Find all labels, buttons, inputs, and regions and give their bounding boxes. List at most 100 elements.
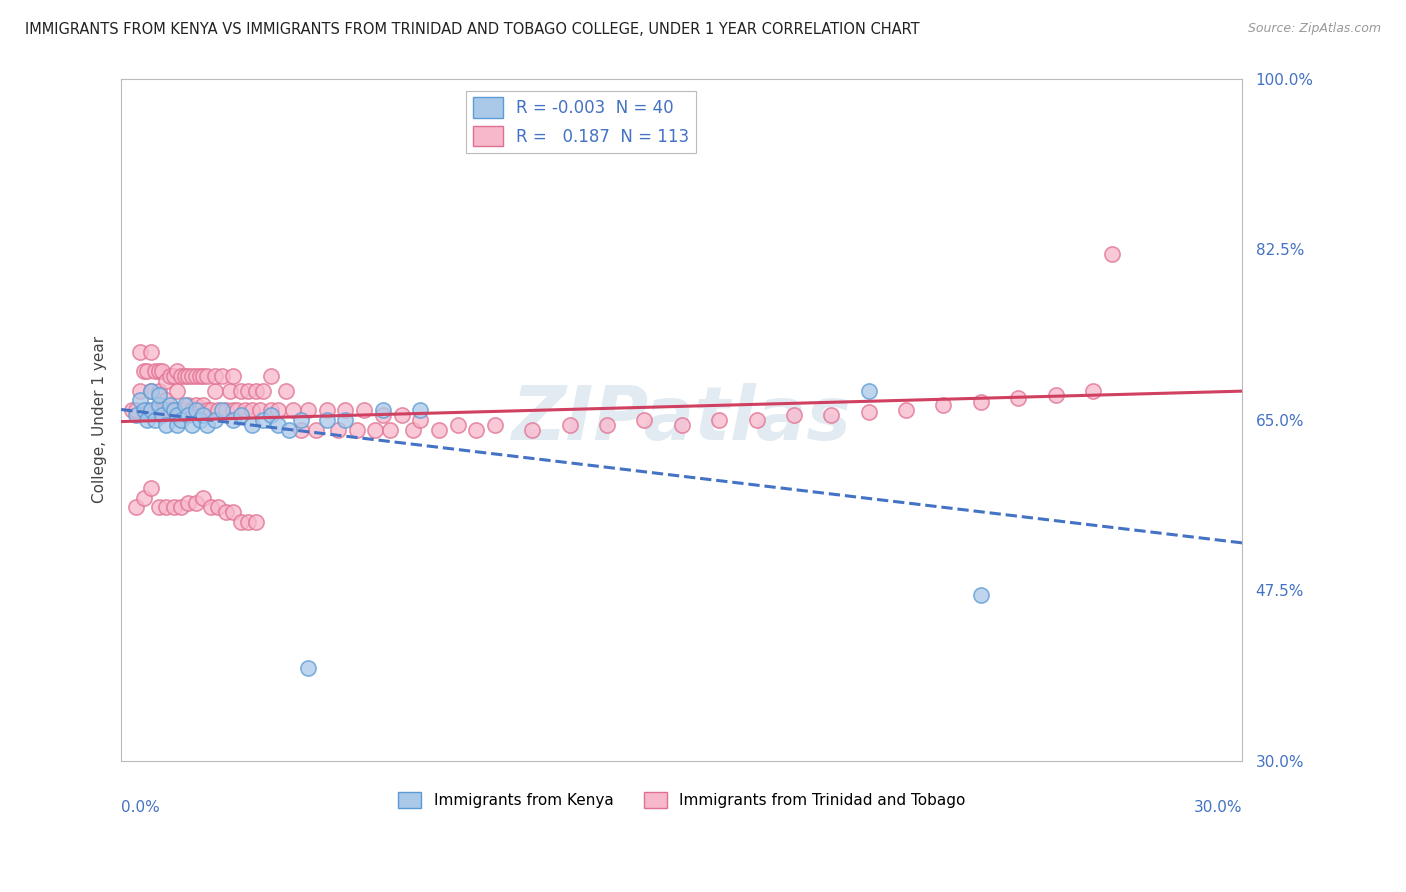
Point xyxy=(129,344,152,359)
Point xyxy=(858,405,880,419)
Point xyxy=(204,413,226,427)
Point xyxy=(427,423,450,437)
Point xyxy=(267,403,290,417)
Point xyxy=(132,491,155,505)
Point xyxy=(484,417,506,432)
Point xyxy=(143,403,166,417)
Point xyxy=(155,417,177,432)
Point xyxy=(218,384,240,398)
Point xyxy=(136,364,159,378)
Point xyxy=(143,364,166,378)
Point xyxy=(222,369,245,384)
Point xyxy=(229,515,252,529)
Point xyxy=(195,417,218,432)
Point xyxy=(181,369,204,384)
Point xyxy=(143,413,166,427)
Point xyxy=(195,369,218,384)
Point xyxy=(211,403,233,417)
Point xyxy=(155,500,177,515)
Point xyxy=(173,403,195,417)
Text: Source: ZipAtlas.com: Source: ZipAtlas.com xyxy=(1247,22,1381,36)
Point xyxy=(304,423,326,437)
Point xyxy=(970,588,993,602)
Point xyxy=(184,398,207,412)
Point xyxy=(522,423,544,437)
Point xyxy=(195,403,218,417)
Point xyxy=(166,417,188,432)
Point xyxy=(132,403,155,417)
Point xyxy=(139,403,162,417)
Point xyxy=(281,403,304,417)
Point xyxy=(215,403,238,417)
Point xyxy=(139,344,162,359)
Point xyxy=(125,500,148,515)
Point xyxy=(125,403,148,417)
Point xyxy=(170,413,193,427)
Point xyxy=(139,384,162,398)
Point xyxy=(222,413,245,427)
Point xyxy=(274,384,297,398)
Text: IMMIGRANTS FROM KENYA VS IMMIGRANTS FROM TRINIDAD AND TOBAGO COLLEGE, UNDER 1 YE: IMMIGRANTS FROM KENYA VS IMMIGRANTS FROM… xyxy=(25,22,920,37)
Point xyxy=(173,398,195,412)
Point xyxy=(260,408,283,422)
Point xyxy=(211,369,233,384)
Point xyxy=(150,364,173,378)
Point xyxy=(245,515,267,529)
Point xyxy=(249,403,271,417)
Point xyxy=(633,413,655,427)
Point xyxy=(335,403,357,417)
Text: 30.0%: 30.0% xyxy=(1194,799,1243,814)
Point xyxy=(170,403,193,417)
Point xyxy=(709,413,731,427)
Point xyxy=(278,423,301,437)
Point xyxy=(409,403,432,417)
Point xyxy=(184,369,207,384)
Point xyxy=(181,403,204,417)
Point xyxy=(238,384,260,398)
Point xyxy=(290,413,312,427)
Point xyxy=(170,369,193,384)
Point xyxy=(240,403,263,417)
Point xyxy=(558,417,581,432)
Point xyxy=(240,417,263,432)
Point xyxy=(193,408,215,422)
Point xyxy=(129,384,152,398)
Point xyxy=(446,417,468,432)
Point xyxy=(148,388,170,402)
Point xyxy=(159,403,181,417)
Point xyxy=(346,423,368,437)
Point xyxy=(783,408,806,422)
Point xyxy=(297,661,319,675)
Point xyxy=(596,417,619,432)
Point xyxy=(166,384,188,398)
Point xyxy=(155,374,177,388)
Point xyxy=(162,369,184,384)
Point xyxy=(820,408,842,422)
Point xyxy=(465,423,488,437)
Point xyxy=(177,495,200,509)
Point xyxy=(252,413,274,427)
Y-axis label: College, Under 1 year: College, Under 1 year xyxy=(93,336,107,503)
Text: ZIPatlas: ZIPatlas xyxy=(512,384,852,457)
Point xyxy=(166,408,188,422)
Point xyxy=(139,384,162,398)
Point xyxy=(159,369,181,384)
Point xyxy=(353,403,375,417)
Point xyxy=(391,408,413,422)
Text: 0.0%: 0.0% xyxy=(121,799,160,814)
Point xyxy=(315,413,337,427)
Point xyxy=(252,384,274,398)
Point xyxy=(200,500,222,515)
Point xyxy=(148,384,170,398)
Point xyxy=(159,398,181,412)
Point xyxy=(162,500,184,515)
Point xyxy=(894,403,917,417)
Point xyxy=(193,398,215,412)
Point xyxy=(1045,388,1067,402)
Point xyxy=(188,403,211,417)
Point xyxy=(184,403,207,417)
Point xyxy=(215,505,238,519)
Point xyxy=(380,423,402,437)
Point xyxy=(267,417,290,432)
Legend: R = -0.003  N = 40, R =   0.187  N = 113: R = -0.003 N = 40, R = 0.187 N = 113 xyxy=(465,91,696,153)
